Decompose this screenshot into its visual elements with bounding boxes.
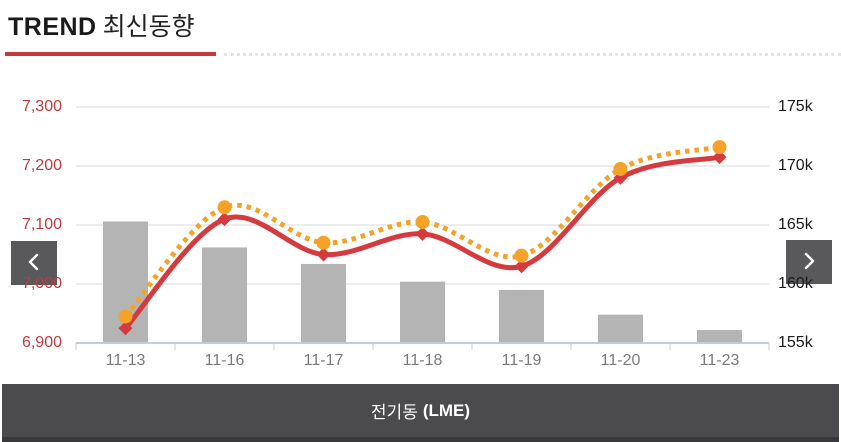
x-axis-label: 11-13 [105,352,146,369]
title-accent-underline [5,52,216,56]
circle-marker [712,140,727,155]
circle-marker [118,309,133,324]
circle-marker [217,200,232,215]
left-axis-tick: 7,300 [21,98,62,115]
left-axis-tick: 7,200 [21,157,62,174]
diamond-marker [712,150,727,165]
diamond-marker [415,226,430,241]
diamond-marker [118,321,133,336]
chart-canvas [75,106,770,350]
chart-footer-tab: 전기동 (LME) [2,384,839,442]
page-title-ko: 최신동향 [102,13,195,41]
diamond-marker [316,247,331,262]
x-axis-label: 11-19 [501,352,542,369]
left-axis-tick: 7,100 [21,216,62,233]
page-title: TREND 최신동향 [8,7,195,43]
footer-label: 전기동 [370,403,418,422]
chevron-right-icon [801,251,817,274]
trend-chart: 7,300 7,200 7,100 7,000 6,900 175k 170k 165k 160… [0,85,841,375]
prev-button[interactable] [11,241,57,285]
bar [499,289,544,343]
bar [697,330,742,343]
bar [202,247,247,343]
x-axis-label: 11-16 [204,352,245,369]
bar [301,263,346,343]
circle-marker [514,248,529,263]
right-axis-tick: 165k [778,216,813,233]
right-axis-tick: 160k [778,275,813,292]
circle-marker [316,235,331,250]
chevron-left-icon [26,252,42,275]
x-axis-label: 11-20 [600,352,641,369]
next-button[interactable] [786,240,832,284]
left-axis-tick: 6,900 [21,334,62,351]
right-axis-tick: 175k [778,98,813,115]
bar [598,314,643,343]
left-axis-tick: 7,000 [21,275,62,292]
circle-marker [415,215,430,230]
bar [400,281,445,343]
title-dotted-rule [224,53,841,56]
circle-marker [613,161,628,176]
diamond-marker [217,212,232,227]
footer-label-suffix: (LME) [422,400,471,420]
x-axis-label: 11-17 [303,352,344,369]
x-axis-label: 11-23 [699,352,740,369]
right-axis-tick: 155k [778,334,813,351]
page-title-en: TREND [8,13,97,41]
x-axis-label: 11-18 [402,352,443,369]
diamond-marker [514,259,529,274]
right-axis-tick: 170k [778,157,813,174]
